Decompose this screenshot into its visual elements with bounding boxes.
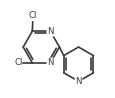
Text: Cl: Cl (28, 11, 37, 20)
Text: N: N (47, 27, 53, 36)
Text: Cl: Cl (14, 58, 22, 67)
Text: N: N (47, 58, 53, 67)
Text: N: N (75, 77, 81, 86)
